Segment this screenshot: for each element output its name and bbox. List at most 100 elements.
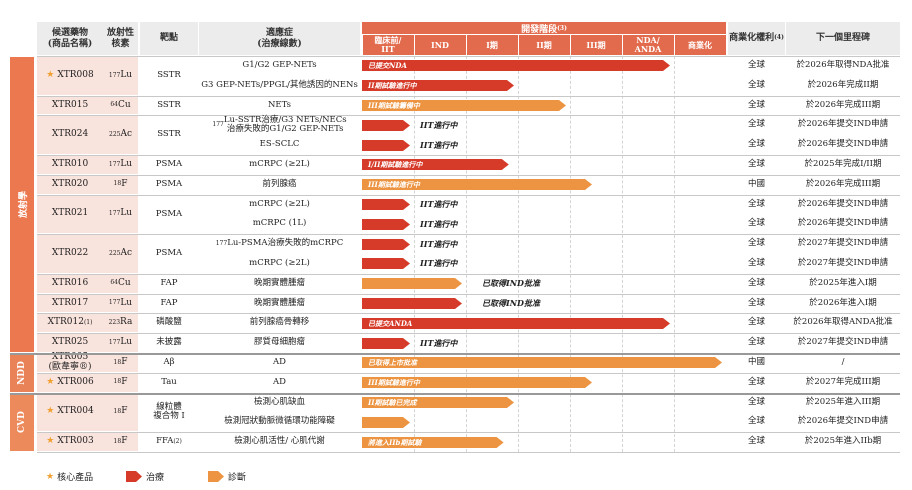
drug-isotope: 64 Cu [103,96,138,115]
indication-cell: 前列腺癌骨轉移 [249,317,310,328]
milestone-cell: 於2025年進入I期 [809,277,877,288]
progress-label: 已取得上市批准 [368,358,417,368]
drug-separator [37,234,900,236]
indication-cell: AD [273,357,286,368]
progress-label: III期試驗進行中 [368,378,420,388]
header-stage-4: III期 [570,35,622,55]
milestone-cell: 於2026年提交IND申請 [797,139,889,150]
progress-bar-diagnosis [362,416,410,428]
progress-label: III期試驗籌備中 [368,101,420,110]
milestone-cell: 於2026年提交IND申請 [797,218,889,229]
category-label: 放射學 [18,190,29,219]
category-divider [10,353,900,355]
drug-name: ★ XTR004 [37,393,103,432]
rights-cell: 中國 [747,357,765,368]
category-label: NDD [17,360,27,385]
progress-bar-therapy [362,258,410,270]
header-stage-1: IND [414,35,466,55]
therapy-arrow-icon [126,471,142,482]
drug-isotope: 177 Lu [103,294,138,313]
progress-bar-therapy: II期試驗進行中 [362,80,514,92]
drug-isotope: 18 F [103,393,138,432]
drug-isotope: 18 F [103,373,138,392]
drug-separator [37,293,900,295]
stage-divider [466,56,467,452]
rights-cell: 全球 [747,317,765,328]
category-band-放射學: 放射學 [10,57,34,352]
rights-cell: 全球 [747,139,765,150]
rights-cell: 全球 [747,436,765,447]
progress-label: IIT進行中 [420,238,458,249]
progress-label: II期試驗已完成 [368,398,417,407]
milestone-cell: 於2026年進入I期 [809,297,877,308]
legend-diagnosis: 診斷 [208,470,246,483]
progress-label: II期試驗進行中 [368,81,417,91]
rights-cell: 中國 [747,178,765,189]
drug-name: XTR025 [37,334,103,352]
progress-label: IIT進行中 [420,119,458,130]
category-divider [10,392,900,395]
core-product-star-icon: ★ [46,436,55,447]
core-product-star-icon: ★ [46,406,55,417]
progress-label: IIT進行中 [420,199,458,209]
indication-cell: 檢測心肌缺血 [253,396,305,407]
rights-cell: 全球 [747,99,765,110]
progress-label: I/II期試驗進行中 [368,160,423,170]
drug-isotope: 225 Ac [103,235,138,273]
rights-cell: 全球 [747,198,765,209]
rights-cell: 全球 [747,297,765,308]
drug-separator [37,115,900,117]
drug-name: XTR005 (歐韋寧®) [37,352,103,372]
progress-bar-diagnosis: III期試驗籌備中 [362,100,566,111]
progress-bar-therapy: 已提交NDA [362,60,670,72]
progress-label: 已取得IND批准 [482,278,540,289]
drug-separator [37,432,900,434]
drug-isotope: 18 F [103,433,138,451]
progress-bar-therapy [362,238,410,250]
drug-separator [37,95,900,97]
drug-isotope: 64 Cu [103,274,138,293]
diagnosis-arrow-icon [208,471,224,482]
rights-cell: 全球 [747,79,765,90]
drug-name: ★ XTR006 [37,373,103,392]
drug-target: FAP [160,297,178,308]
drug-target: Tau [161,376,177,387]
progress-bar-therapy [362,337,410,349]
indication-cell: 檢測冠狀動脈微循環功能障礙 [224,416,335,427]
indication-cell: mCRPC (≥2L) [249,198,310,209]
drug-target: PSMA [155,178,183,189]
drug-name: XTR017 [37,294,103,313]
drug-name: XTR020 [37,175,103,194]
rights-cell: 全球 [747,277,765,288]
milestone-cell: 於2025年完成I/II期 [804,159,882,170]
rights-cell: 全球 [747,337,765,348]
drug-target: SSTR [157,129,181,140]
drug-target: 線粒體 複合物 I [153,401,185,422]
rights-cell: 全球 [747,376,765,387]
milestone-cell: 於2026年提交IND申請 [797,416,889,427]
indication-cell: 晚期實體腫瘤 [253,297,305,308]
drug-separator [37,313,900,315]
header-stage-5: NDA/ANDA [622,35,674,55]
star-icon: ★ [46,471,55,482]
drug-target: FAP [160,277,178,288]
stage-divider [518,56,519,452]
header-isotope: 放射性 核素 [103,22,138,55]
indication-cell: 膠質母細胞瘤 [253,337,305,348]
drug-name: XTR022 [37,235,103,273]
milestone-cell: 於2027年提交IND申請 [797,238,889,249]
progress-bar-diagnosis: II期試驗已完成 [362,397,514,408]
milestone-cell: 於2027年提交IND申請 [797,258,889,269]
header-candidate: 候選藥物 (商品名稱) [37,22,103,55]
milestone-cell: 於2027年提交IND申請 [797,337,889,348]
drug-target: Aβ [163,357,175,368]
indication-cell: AD [273,376,286,387]
progress-label: IIT進行中 [420,139,458,150]
progress-label: 將進入IIb期試驗 [368,437,422,447]
stage-divider [674,56,675,452]
rights-cell: 全球 [747,238,765,249]
progress-bar-therapy: 已提交ANDA [362,317,670,329]
legend-core: ★ 核心產品 [46,471,94,484]
rights-cell: 全球 [747,396,765,407]
rights-cell: 全球 [747,416,765,427]
